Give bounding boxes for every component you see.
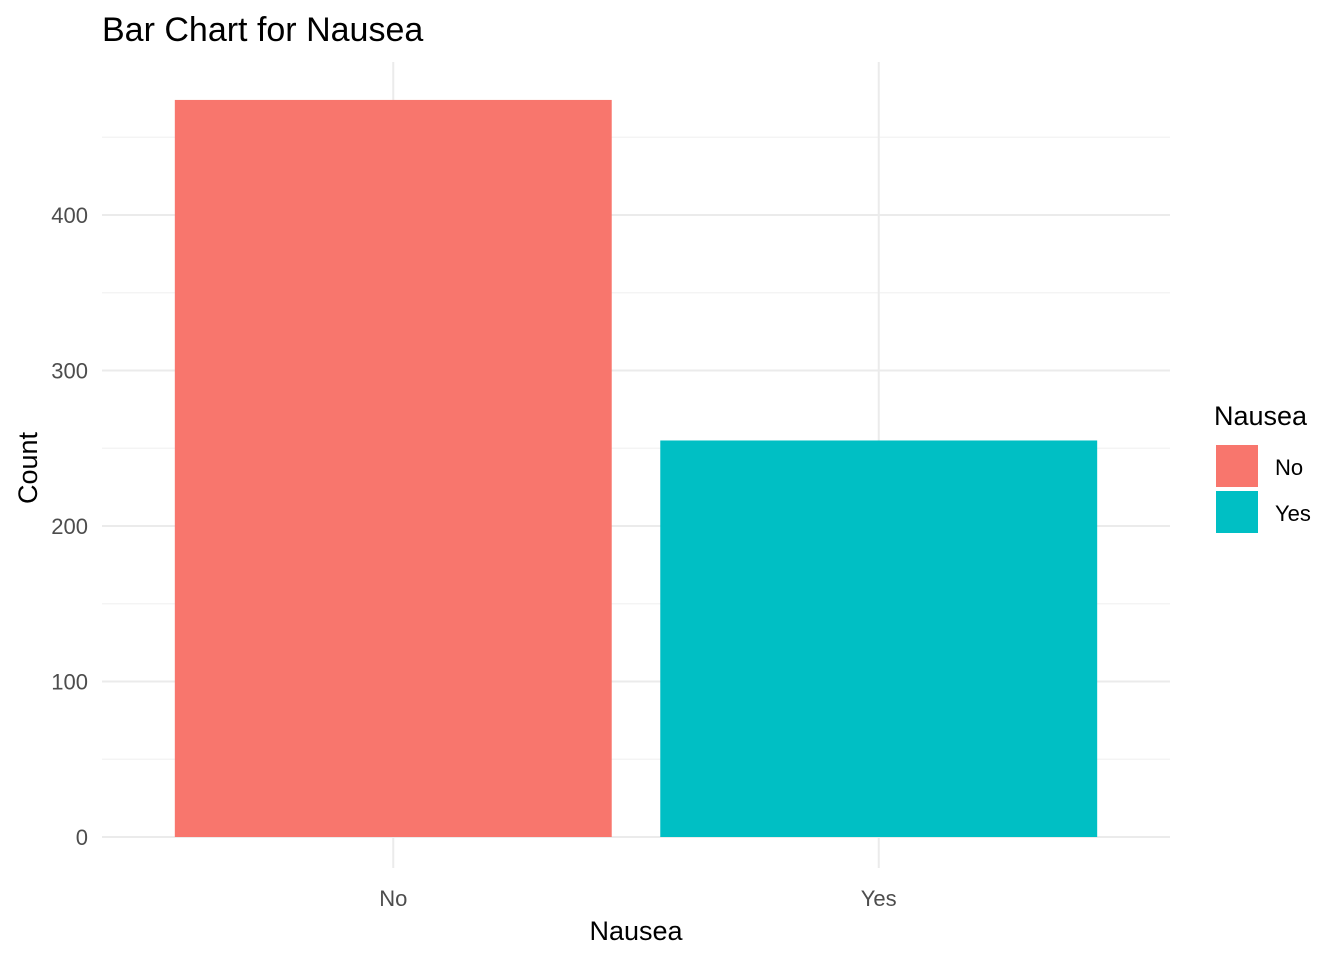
bar-yes xyxy=(660,440,1098,837)
x-tick-label: No xyxy=(379,886,407,911)
bars xyxy=(174,99,1098,838)
y-tick-label: 100 xyxy=(51,670,88,695)
y-tick-label: 200 xyxy=(51,514,88,539)
legend-label: Yes xyxy=(1275,501,1311,526)
x-axis-ticks: No Yes xyxy=(379,886,896,911)
y-axis-title: Count xyxy=(13,431,43,504)
y-axis-ticks: 0 100 200 300 400 xyxy=(51,203,88,850)
chart-title: Bar Chart for Nausea xyxy=(102,11,423,49)
legend-title: Nausea xyxy=(1214,401,1308,431)
bar-no xyxy=(174,99,612,838)
y-tick-label: 0 xyxy=(76,825,88,850)
legend: Nausea No Yes xyxy=(1214,401,1311,533)
x-tick-label: Yes xyxy=(861,886,897,911)
legend-label: No xyxy=(1275,455,1303,480)
legend-key-yes xyxy=(1216,491,1258,533)
y-tick-label: 400 xyxy=(51,203,88,228)
x-axis-title: Nausea xyxy=(589,916,683,946)
legend-key-no xyxy=(1216,445,1258,487)
y-tick-label: 300 xyxy=(51,359,88,384)
